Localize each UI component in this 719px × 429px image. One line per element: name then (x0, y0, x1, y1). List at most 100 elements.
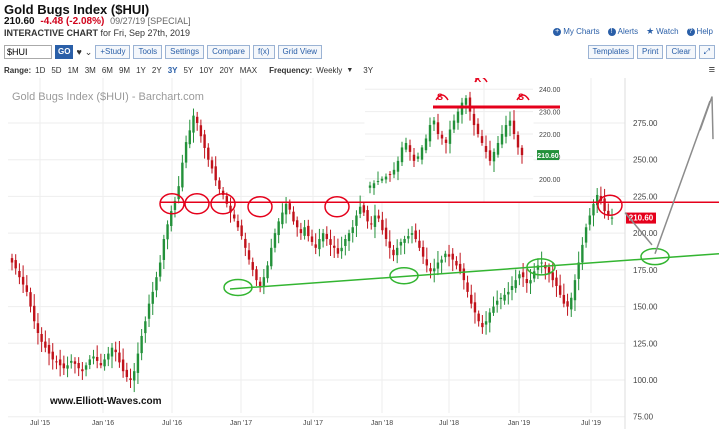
candle-body (195, 116, 199, 123)
symbol-input[interactable] (4, 45, 52, 59)
candle-body (395, 247, 399, 256)
expand-icon[interactable]: ⤢ (698, 45, 715, 59)
candle-body (466, 282, 469, 292)
candle-body (318, 239, 321, 250)
chevron-down-icon[interactable]: ⌄ (84, 46, 93, 57)
inset-price-tag (537, 150, 559, 161)
range-bar: Range: 1D 5D 1M 3M 6M 9M 1Y 2Y 3Y 5Y 10Y 20Y MAX Fre… (4, 64, 715, 76)
range-option-2y[interactable]: 2Y (151, 65, 162, 75)
candle-body (555, 277, 558, 287)
y-tick-label: 225.00 (633, 192, 658, 201)
frequency-label: Frequency: (269, 65, 313, 75)
candle-body (129, 378, 132, 380)
my-charts-link[interactable]: + My Charts (553, 26, 600, 37)
range-option-max[interactable]: MAX (239, 65, 258, 75)
quote-line: 210.60 -4.48 (-2.08%) 09/27/19 [SPECIAL] (4, 16, 191, 27)
candle-body (81, 369, 84, 372)
last-price-tag (626, 212, 656, 224)
candle-body (110, 347, 114, 357)
range-option-1m[interactable]: 1M (67, 65, 79, 75)
range-option-3m[interactable]: 3M (84, 65, 96, 75)
candle-body (514, 280, 517, 289)
price-chart[interactable]: 75.00 100.00 125.00 150.00 175.00 200.00 225.0… (0, 78, 719, 429)
candle-body (277, 221, 280, 236)
alerts-link[interactable]: ! Alerts (607, 26, 639, 37)
templates-button[interactable]: Templates (587, 45, 635, 59)
candle-body (299, 229, 303, 234)
help-link[interactable]: ? Help (686, 26, 713, 37)
y-tick-label: 200.00 (633, 229, 658, 238)
hs-label: K (475, 78, 482, 84)
candle-body (158, 262, 162, 277)
range-option-6m[interactable]: 6M (101, 65, 113, 75)
support-touch-circle (223, 278, 253, 297)
x-axis: Jul '15 Jan '16 Jul '16 Jan '17 Jul '17 Jan '… (30, 420, 601, 427)
candle-body (377, 215, 380, 219)
settings-button[interactable]: Settings (165, 45, 205, 59)
candle-body (518, 274, 521, 279)
heart-icon[interactable]: ♥ (76, 47, 82, 57)
y-tick-label: 275.00 (633, 119, 658, 128)
candle-body (310, 236, 314, 242)
candle-body (392, 249, 395, 256)
x-tick-label: Jan '17 (230, 420, 252, 427)
range-option-5y[interactable]: 5Y (183, 65, 194, 75)
candle-body (595, 194, 599, 206)
candle-body (184, 142, 188, 163)
frequency-select[interactable]: Weekly (316, 65, 343, 75)
range-option-1y[interactable]: 1Y (136, 65, 146, 75)
candle-body (151, 291, 154, 304)
watch-link[interactable]: ★ Watch (646, 26, 678, 37)
chevron-down-icon[interactable]: ▼ (346, 66, 354, 74)
print-button[interactable]: Print (637, 45, 664, 59)
candle-body (166, 224, 169, 240)
candle-body (136, 353, 140, 373)
inset-y-tick-label: 230.00 (539, 110, 561, 117)
compare-button[interactable]: Compare (207, 45, 250, 59)
candle-body (381, 219, 384, 231)
candle-body (558, 285, 562, 295)
inset-candle-body (484, 146, 488, 152)
candle-body (92, 356, 95, 359)
candle-body (281, 212, 284, 225)
menu-icon[interactable]: ≡ (708, 64, 715, 76)
candle-body (247, 250, 251, 260)
candle-body (607, 210, 610, 216)
candle-body (173, 200, 177, 210)
range-option-3y[interactable]: 3Y (167, 65, 178, 75)
add-study-button[interactable]: +Study (95, 45, 131, 59)
candle-body (155, 277, 158, 291)
candle-body (214, 166, 217, 181)
range-option-5d[interactable]: 5D (51, 65, 62, 75)
candle-body (95, 356, 99, 361)
inset-candle-body (488, 150, 492, 161)
range-option-10y[interactable]: 10Y (199, 65, 214, 75)
candle-body (36, 323, 40, 334)
range-option-9m[interactable]: 9M (118, 65, 131, 75)
go-button[interactable]: GO (55, 45, 74, 59)
candle-body (44, 341, 47, 348)
inset-candle-body (476, 123, 480, 134)
period-select[interactable]: 3Y (363, 65, 374, 75)
candle-body (351, 227, 354, 233)
clear-button[interactable]: Clear (666, 45, 696, 59)
range-option-20y[interactable]: 20Y (219, 65, 234, 75)
alerts-label: Alerts (617, 27, 639, 36)
range-option-1d[interactable]: 1D (35, 65, 46, 75)
candle-body (366, 210, 369, 222)
fx-button[interactable]: f(x) (252, 45, 275, 59)
candle-body (421, 246, 425, 257)
interactive-date: for Fri, Sep 27th, 2019 (100, 28, 191, 38)
inset-candle-body (480, 136, 484, 143)
inset-candle-body (468, 97, 472, 112)
candle-body (177, 186, 180, 200)
right-shoulder-arc (516, 94, 530, 101)
grid-view-button[interactable]: Grid View (277, 45, 323, 59)
inset-candle-body (388, 174, 392, 176)
candle-body (240, 225, 243, 237)
inset-candle-body (516, 134, 520, 148)
x-tick-label: Jan '19 (508, 420, 530, 427)
tools-button[interactable]: Tools (133, 45, 163, 59)
candle-body (458, 263, 462, 272)
candle-body (436, 262, 440, 269)
